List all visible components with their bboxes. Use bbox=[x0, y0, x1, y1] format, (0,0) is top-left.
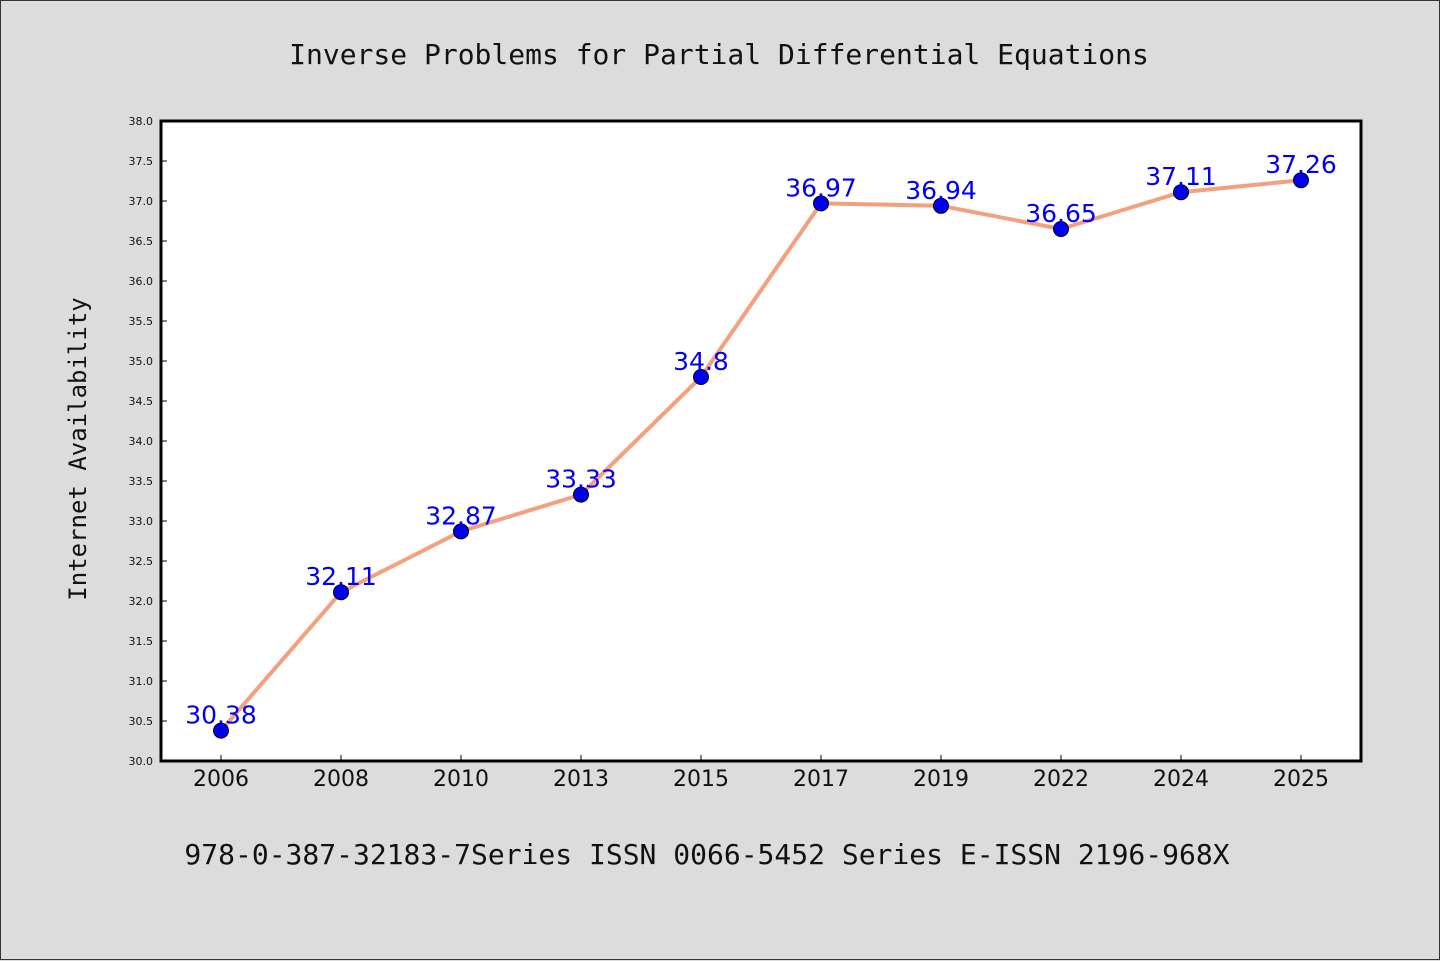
data-point bbox=[1053, 221, 1069, 237]
data-label: 30.38 bbox=[185, 701, 257, 730]
data-label: 36.97 bbox=[785, 173, 857, 202]
chart-title: Inverse Problems for Partial Differentia… bbox=[289, 38, 1149, 71]
y-tick-label: 30.5 bbox=[129, 715, 154, 728]
y-tick-label: 34.0 bbox=[129, 435, 154, 448]
data-point bbox=[1293, 172, 1309, 189]
x-tick-label: 2019 bbox=[913, 767, 969, 792]
y-axis-label: Internet Availability bbox=[64, 297, 92, 600]
x-axis: 2006 2008 2010 2013 2015 2017 2019 2022 2024 2025 bbox=[193, 755, 1329, 792]
data-point bbox=[813, 195, 829, 212]
data-point bbox=[453, 523, 469, 540]
data-point bbox=[573, 486, 589, 503]
data-label: 34.8 bbox=[673, 347, 729, 376]
y-tick-label: 35.0 bbox=[129, 355, 154, 368]
data-markers bbox=[213, 172, 1309, 739]
x-tick-label: 2025 bbox=[1273, 767, 1329, 792]
data-point bbox=[213, 722, 229, 739]
series-line bbox=[219, 178, 1303, 733]
data-label: 33.33 bbox=[545, 465, 617, 494]
y-tick-label: 31.0 bbox=[129, 675, 154, 688]
data-label: 36.65 bbox=[1025, 199, 1097, 228]
data-point bbox=[933, 197, 949, 214]
y-axis: 30.0 30.5 31.0 31.5 32.0 32.5 33.0 33.5 34.0 34.5… bbox=[129, 115, 167, 768]
y-tick-label: 30.0 bbox=[129, 755, 154, 768]
x-tick-label: 2015 bbox=[673, 767, 729, 792]
y-tick-label: 38.0 bbox=[129, 115, 154, 128]
y-tick-label: 32.5 bbox=[129, 555, 154, 568]
y-tick-label: 33.5 bbox=[129, 475, 154, 488]
y-tick-label: 36.5 bbox=[129, 235, 154, 248]
plot-border bbox=[159, 119, 1363, 763]
x-tick-label: 2008 bbox=[313, 767, 369, 792]
x-tick-label: 2022 bbox=[1033, 767, 1089, 792]
y-tick-label: 32.0 bbox=[129, 595, 154, 608]
y-tick-label: 33.0 bbox=[129, 515, 154, 528]
y-tick-label: 37.5 bbox=[129, 155, 154, 168]
y-tick-label: 36.0 bbox=[129, 275, 154, 288]
y-tick-label: 37.0 bbox=[129, 195, 154, 208]
x-tick-label: 2024 bbox=[1153, 767, 1209, 792]
data-label: 37.26 bbox=[1265, 150, 1337, 179]
data-label: 36.94 bbox=[905, 176, 977, 205]
series-line-group bbox=[219, 178, 1303, 733]
footer-text: 978-0-387-32183-7Series ISSN 0066-5452 S… bbox=[184, 838, 1229, 871]
data-point bbox=[1173, 184, 1189, 201]
data-point bbox=[693, 369, 709, 385]
y-tick-label: 34.5 bbox=[129, 395, 154, 408]
x-tick-label: 2017 bbox=[793, 767, 849, 792]
data-labels: 30.38 32.11 32.87 33.33 34.8 36.97 36.94 36.65 3… bbox=[185, 150, 1337, 729]
data-label: 32.11 bbox=[305, 562, 377, 591]
data-label: 32.87 bbox=[425, 501, 497, 530]
x-tick-label: 2013 bbox=[553, 767, 609, 792]
y-tick-label: 31.5 bbox=[129, 635, 154, 648]
x-tick-label: 2010 bbox=[433, 767, 489, 792]
plot-area bbox=[161, 121, 1361, 761]
x-tick-label: 2006 bbox=[193, 767, 249, 792]
data-label: 37.11 bbox=[1145, 162, 1217, 191]
data-point bbox=[333, 584, 349, 601]
y-tick-label: 35.5 bbox=[129, 315, 154, 328]
